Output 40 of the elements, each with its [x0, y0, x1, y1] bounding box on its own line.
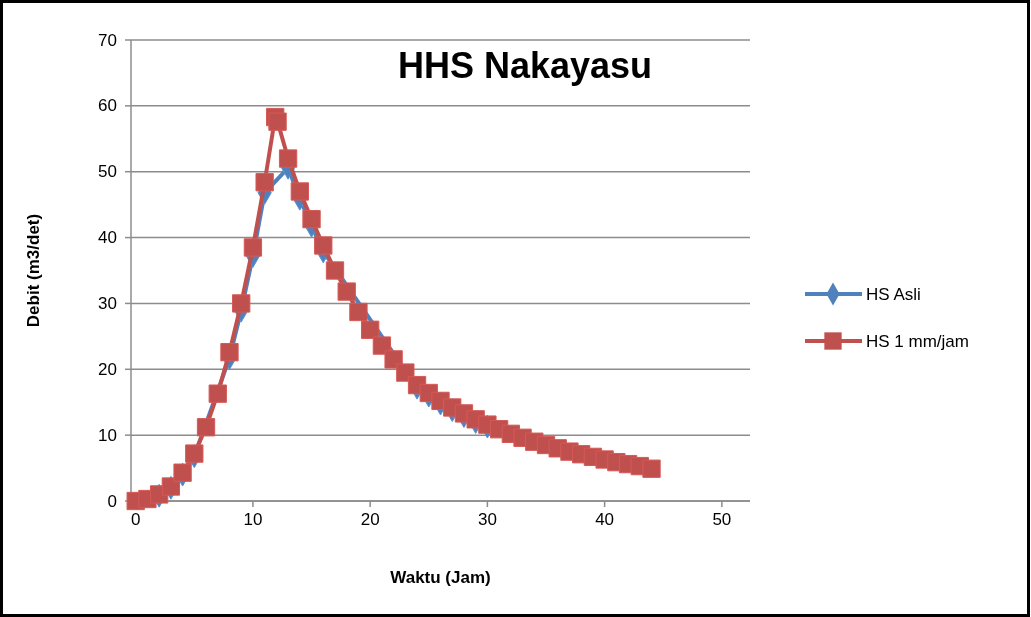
point	[185, 444, 204, 463]
point	[337, 282, 356, 301]
point	[173, 463, 192, 482]
point	[349, 302, 368, 322]
legend-label: HS 1 mm/jam	[866, 331, 969, 351]
y-tick-label: 0	[107, 491, 117, 511]
x-tick-label: 0	[130, 510, 141, 529]
point	[314, 236, 333, 255]
point	[278, 149, 298, 168]
y-tick-label: 50	[98, 162, 117, 182]
point	[642, 459, 661, 478]
x-tick-label: 30	[477, 510, 497, 529]
chart-title: HHS Nakayasu	[397, 45, 653, 86]
y-tick-label: 70	[98, 30, 117, 50]
point	[396, 363, 415, 382]
x-tick-label: 10	[243, 510, 263, 529]
x-tick-label: 40	[595, 510, 615, 529]
point	[220, 343, 239, 362]
y-tick-label: 20	[98, 359, 117, 379]
point	[243, 238, 263, 257]
point	[208, 384, 227, 403]
point	[232, 294, 251, 313]
y-tick-label: 30	[98, 293, 117, 313]
point	[268, 112, 287, 131]
point	[161, 477, 181, 496]
x-tick-label: 20	[360, 510, 380, 529]
point	[325, 261, 345, 280]
y-tick-label: 10	[98, 425, 117, 445]
x-axis-title: Waktu (Jam)	[390, 568, 491, 587]
x-tick-label: 50	[712, 510, 732, 529]
legend-label: HS Asli	[866, 284, 921, 304]
point	[196, 418, 216, 437]
point	[361, 320, 380, 339]
point	[372, 336, 392, 355]
y-tick-label: 60	[98, 96, 117, 116]
y-axis-title: Debit (m3/det)	[24, 213, 43, 328]
point	[255, 173, 274, 192]
y-tick-label: 40	[98, 228, 117, 248]
point	[290, 182, 309, 201]
point	[302, 209, 321, 229]
